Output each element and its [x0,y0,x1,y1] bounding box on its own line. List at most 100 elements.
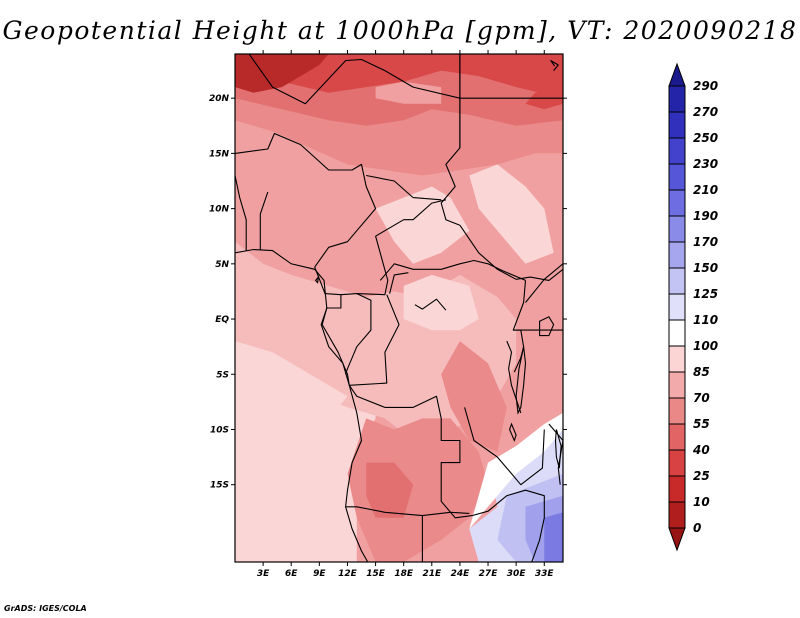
axis-ticks: 3E 6E 9E 12E 15E 18E 21E 24E 27E 30E 33E 20N 15N 10N 5… [209,50,567,579]
lon-tick-label: 30E [507,569,527,579]
colorbar-level-label: 250 [693,131,718,145]
lake-outline [314,275,320,284]
lon-tick-label: 18E [394,569,414,579]
colorbar-level-label: 125 [693,287,718,301]
border-line [248,54,461,105]
colorbar-swatch [668,137,686,165]
colorbar-swatch [668,475,686,503]
grads-credit: GrADS: IGES/COLA [4,604,87,613]
border-line [562,440,563,442]
colorbar-level-label: 150 [693,261,718,275]
height-contour-region [441,341,507,452]
lake-outline [515,346,527,415]
colorbar-swatch [668,371,686,399]
height-contour-region [366,462,414,518]
height-contour-region [375,81,442,104]
lat-tick-label: 15N [209,149,230,159]
colorbar-level-label: 85 [693,365,710,379]
lon-tick-label: 12E [338,569,358,579]
lon-tick-label: 15E [366,569,386,579]
border-line [235,175,247,251]
lake-outline [509,422,517,443]
colorbar-swatch [668,241,686,269]
colorbar-level-label: 25 [693,469,710,483]
height-contour-region [469,412,563,529]
border-line [512,280,563,331]
lat-tick-label: 10N [209,205,230,215]
height-contour-region [235,54,329,93]
colorbar-swatch [668,345,686,373]
border-line [345,506,470,517]
colorbar-bottom-arrow [668,527,686,552]
colorbar-swatch [668,111,686,139]
border-line [471,489,545,562]
colorbar-level-label: 110 [693,313,718,327]
country-borders [235,54,563,562]
colorbar-level-label: 70 [693,391,710,405]
colorbar-level-label: 0 [693,521,701,535]
colorbar-level-label: 170 [693,235,718,249]
height-field [235,54,563,562]
lon-tick-label: 24E [451,569,471,579]
colorbar-level-label: 40 [692,443,710,457]
colorbar-swatch [668,85,686,113]
colorbar-swatch [668,397,686,425]
lat-tick-label: 5S [216,370,229,380]
colorbar-level-label: 100 [693,339,718,353]
height-contour-region [347,418,488,562]
lat-tick-label: 15S [210,481,229,491]
border-line [459,97,563,148]
lon-tick-label: 27E [479,569,499,579]
lake-outline [539,316,555,337]
border-line [459,224,563,281]
colorbar-level-label: 270 [693,105,718,119]
colorbar-swatch [668,449,686,477]
coastline [235,248,369,562]
height-contour-region [469,164,554,264]
colorbar-swatch [668,501,686,529]
border-line [414,298,447,311]
border-line [259,191,269,250]
border-line [348,384,473,519]
colorbar-swatch [668,293,686,321]
lon-tick-label: 9E [313,569,326,579]
colorbar-level-label: 230 [693,157,718,171]
colorbar-top-arrow [668,62,686,87]
map-frame [234,53,564,563]
height-contour-region [235,164,357,220]
border-line [235,132,377,268]
colorbar-swatch [668,189,686,217]
border-line [345,293,372,375]
colorbar-level-label: 55 [693,417,710,431]
colorbar-swatch [668,215,686,243]
lon-tick-label: 21E [422,569,442,579]
border-line [525,263,563,303]
border-line [464,407,545,486]
chart-title: Geopotential Height at 1000hPa [gpm], VT… [2,16,798,45]
height-contour-region [235,341,348,419]
lake-outline [554,429,562,469]
lon-tick-label: 3E [257,569,270,579]
colorbar-swatch [668,319,686,347]
border-line [321,294,350,386]
border-line [389,272,409,294]
height-contour-region [403,274,479,331]
lon-tick-label: 6E [285,569,298,579]
border-line [349,294,400,386]
border-line [366,174,442,201]
lat-tick-label: 5N [215,260,229,270]
lon-tick-label: 33E [535,569,555,579]
border-line [548,423,563,485]
lat-tick-label: EQ [215,315,229,325]
border-line [506,340,522,414]
border-line [314,199,447,296]
colorbar-level-label: 190 [693,209,718,223]
lat-tick-label: 10S [210,425,229,435]
colorbar-level-label: 290 [693,79,718,93]
height-contour-region [375,186,470,264]
colorbar-swatch [668,163,686,191]
border-line [379,259,526,281]
colorbar-level-label: 210 [693,183,718,197]
colorbar-level-label: 10 [693,495,710,509]
